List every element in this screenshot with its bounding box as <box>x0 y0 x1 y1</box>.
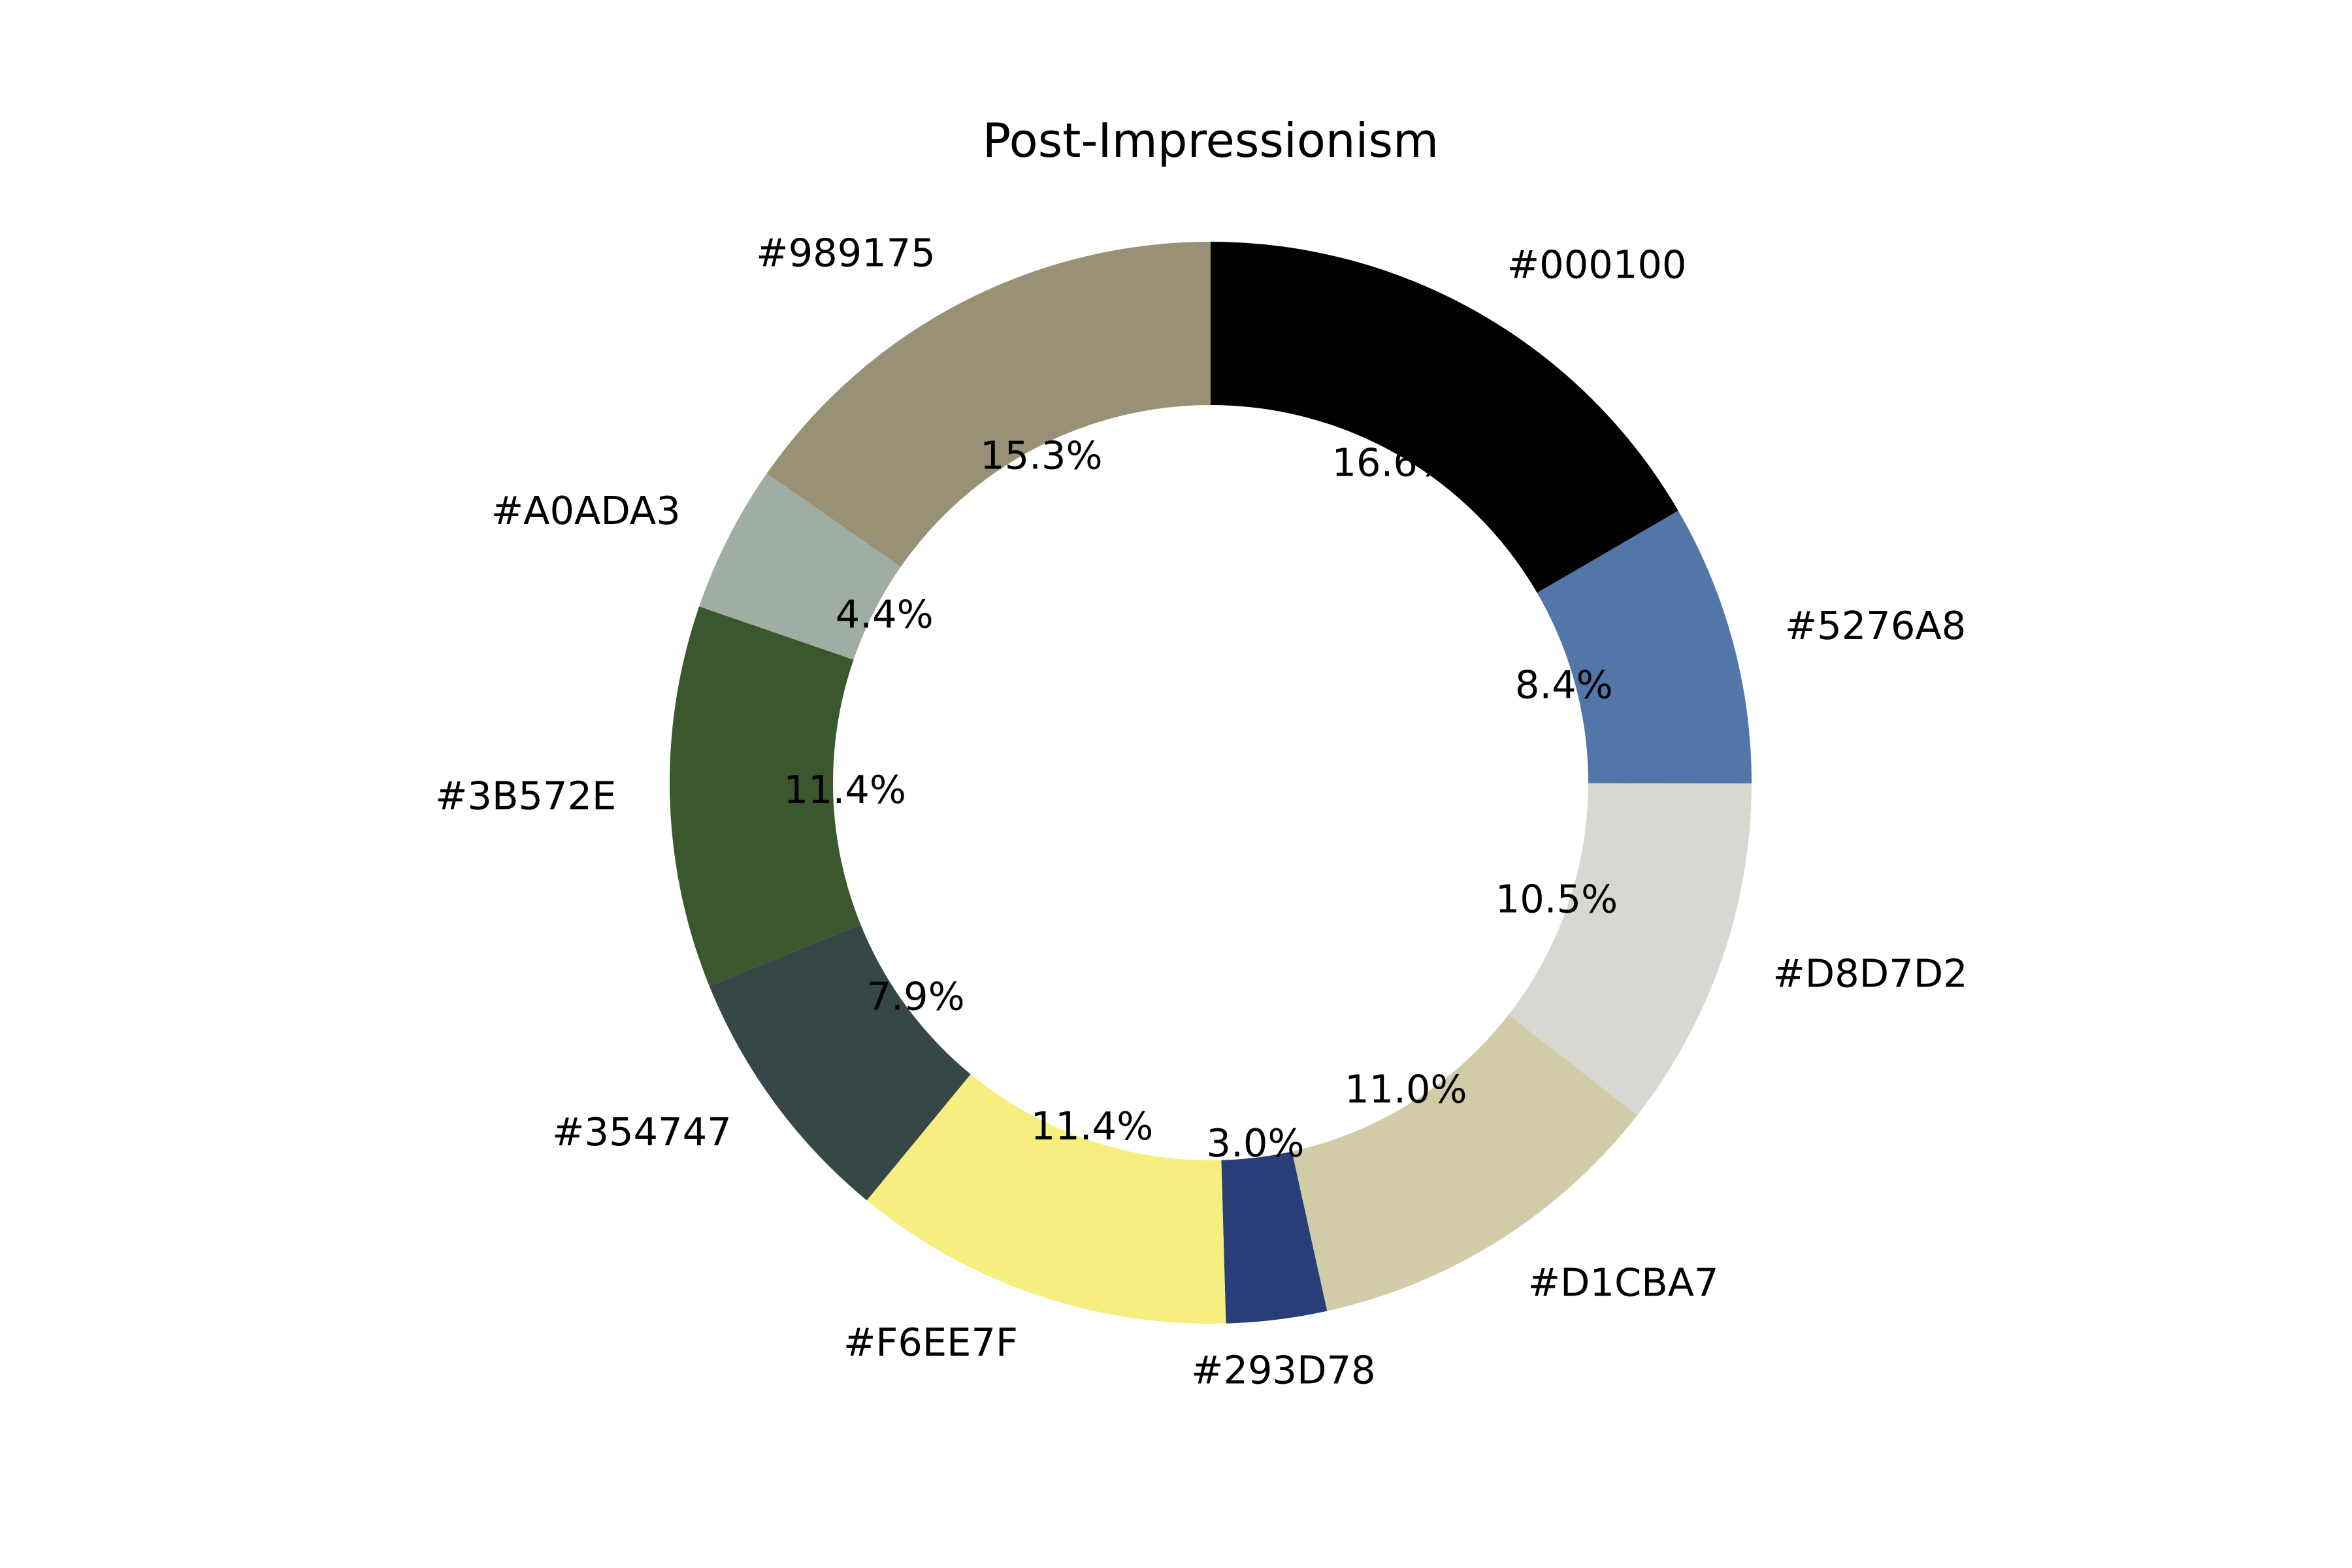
donut-slice-989175 <box>766 242 1211 567</box>
slice-label: #F6EE7F <box>843 1320 1018 1365</box>
donut-slice-d8d7d2 <box>1508 783 1752 1115</box>
slice-percentage-label: 16.6% <box>1332 440 1454 485</box>
slice-percentage-label: 15.3% <box>980 433 1102 478</box>
donut-slice-d1cba7 <box>1292 1015 1638 1311</box>
slice-label: #000100 <box>1507 242 1687 287</box>
chart-title: Post-Impressionism <box>983 113 1439 168</box>
slice-percentage-label: 11.4% <box>783 767 906 812</box>
slice-percentage-label: 7.9% <box>867 974 965 1019</box>
slice-label: #D8D7D2 <box>1772 951 1967 996</box>
slice-percentage-label: 11.0% <box>1345 1067 1467 1112</box>
donut-slice-354747 <box>709 924 971 1201</box>
slice-percentage-label: 10.5% <box>1495 877 1618 922</box>
donut-slice-5276a8 <box>1537 510 1752 784</box>
slice-label: #A0ADA3 <box>491 488 681 533</box>
donut-slice-000100 <box>1211 242 1678 593</box>
slice-label: #3B572E <box>435 773 616 818</box>
slice-percentage-label: 4.4% <box>836 591 934 636</box>
donut-slice-f6ee7f <box>866 1074 1226 1324</box>
category-labels-group: #000100 #5276A8 #D8D7D2 #D1CBA7 #293D78 #F6EE… <box>435 230 1968 1392</box>
slices-group <box>670 242 1752 1324</box>
percentage-labels-group: 16.6% 8.4% 10.5% 11.0% 3.0% 11.4% 7.9% 11.4% 4.4… <box>783 433 1618 1166</box>
slice-label: #354747 <box>552 1109 732 1154</box>
slice-percentage-label: 11.4% <box>1031 1103 1153 1149</box>
donut-slice-a0ada3 <box>699 473 901 660</box>
donut-slice-293d78 <box>1221 1151 1328 1324</box>
slice-label: #989175 <box>756 230 936 275</box>
slice-percentage-label: 3.0% <box>1207 1120 1305 1166</box>
slice-label: #D1CBA7 <box>1528 1260 1719 1305</box>
slice-label: #5276A8 <box>1785 603 1966 648</box>
slice-label: #293D78 <box>1191 1347 1376 1392</box>
donut-slice-3b572e <box>670 606 861 987</box>
slice-percentage-label: 8.4% <box>1515 662 1613 708</box>
